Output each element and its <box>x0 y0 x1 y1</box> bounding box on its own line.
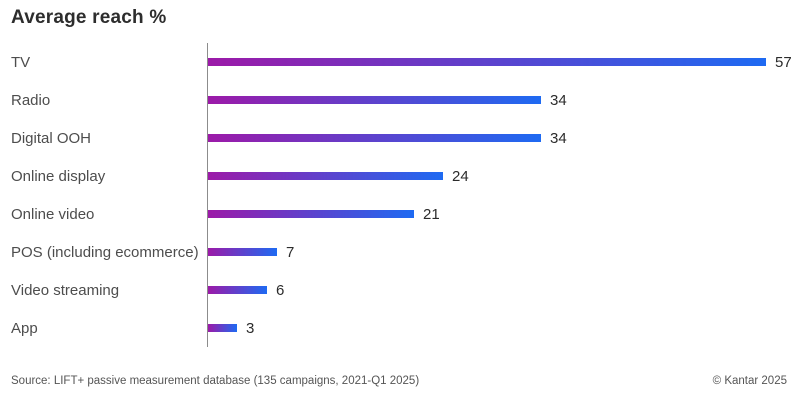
bar <box>208 58 766 66</box>
bar <box>208 210 414 218</box>
bar <box>208 134 541 142</box>
bar-area: 34 <box>208 130 800 147</box>
bar <box>208 286 267 294</box>
value-label: 24 <box>452 167 469 185</box>
bar-area: 24 <box>208 168 800 185</box>
chart-row: POS (including ecommerce) 7 <box>0 233 800 271</box>
y-axis-line <box>207 43 208 347</box>
bar <box>208 96 541 104</box>
chart-row: App 3 <box>0 309 800 347</box>
bar <box>208 172 443 180</box>
chart-row: Radio 34 <box>0 81 800 119</box>
bar-area: 34 <box>208 92 800 109</box>
chart-row: Online display 24 <box>0 157 800 195</box>
value-label: 34 <box>550 129 567 147</box>
category-label: Video streaming <box>11 281 120 299</box>
bar-area: 7 <box>208 244 800 261</box>
value-label: 7 <box>286 243 295 261</box>
bar-chart: TV 57 Radio 34 Digital OOH 34 Online display 24… <box>0 43 800 347</box>
footer: Source: LIFT+ passive measurement databa… <box>11 375 787 387</box>
value-label: 34 <box>550 91 567 109</box>
bar-area: 3 <box>208 320 800 337</box>
category-label: Online display <box>11 167 106 185</box>
category-label: App <box>11 319 38 337</box>
category-label: Digital OOH <box>11 129 92 147</box>
category-label: Radio <box>11 91 51 109</box>
chart-row: Video streaming 6 <box>0 271 800 309</box>
value-label: 57 <box>775 53 792 71</box>
chart-rows: TV 57 Radio 34 Digital OOH 34 Online display 24… <box>0 43 800 347</box>
chart-title: Average reach % <box>11 7 167 28</box>
category-label: POS (including ecommerce) <box>11 243 199 261</box>
value-label: 21 <box>423 205 440 223</box>
chart-row: Online video 21 <box>0 195 800 233</box>
category-label: Online video <box>11 205 95 223</box>
chart-row: TV 57 <box>0 43 800 81</box>
value-label: 6 <box>276 281 285 299</box>
bar-area: 57 <box>208 54 800 71</box>
bar-area: 21 <box>208 206 800 223</box>
category-label: TV <box>11 53 31 71</box>
copyright-note: © Kantar 2025 <box>712 375 787 387</box>
value-label: 3 <box>246 319 255 337</box>
bar-area: 6 <box>208 282 800 299</box>
source-note: Source: LIFT+ passive measurement databa… <box>11 375 420 387</box>
chart-row: Digital OOH 34 <box>0 119 800 157</box>
bar <box>208 324 237 332</box>
bar <box>208 248 277 256</box>
